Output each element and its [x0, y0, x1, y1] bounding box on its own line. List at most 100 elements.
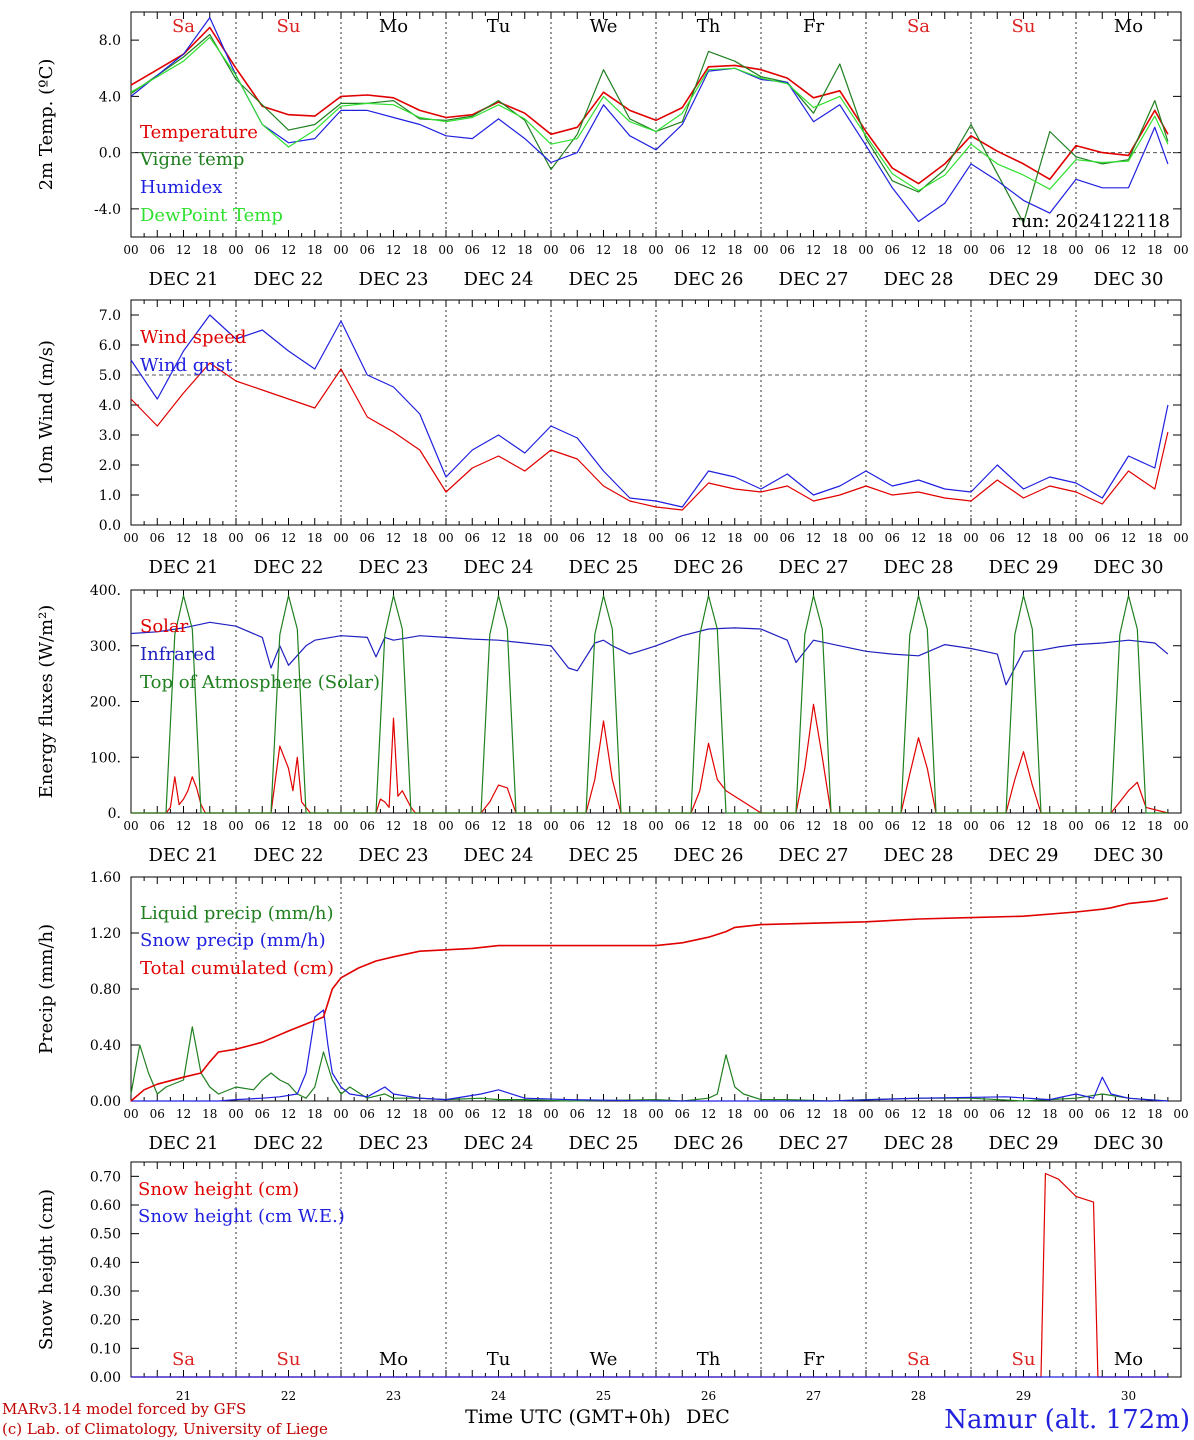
hour-label: 06: [1095, 531, 1110, 545]
day-name: Su: [277, 16, 301, 37]
hour-label: 00: [333, 1107, 348, 1121]
hour-label: 06: [885, 243, 900, 257]
hour-label: 00: [228, 531, 243, 545]
legend-entry: Wind gust: [140, 355, 233, 376]
panel-2: 7.0 6.0 5.0 4.0 3.0 2.0 1.0 0.0 10m Wind (m/s) Wi…: [36, 299, 1189, 578]
date-label: DEC 29: [989, 557, 1059, 578]
hour-label: 18: [1147, 1107, 1162, 1121]
date-label: DEC 25: [569, 1133, 639, 1154]
hour-label: 06: [360, 819, 375, 833]
y-tick-label: 0.10: [90, 1341, 121, 1357]
day-number: 26: [701, 1389, 716, 1403]
hour-label: 06: [780, 243, 795, 257]
hour-label: 18: [622, 1107, 637, 1121]
hour-label: 12: [176, 531, 191, 545]
y-tick-label: 1.0: [99, 488, 121, 504]
date-label: DEC 26: [674, 269, 744, 290]
x-axis-label: Time UTC (GMT+0h): [465, 1406, 671, 1428]
hour-label: 00: [438, 243, 453, 257]
y-tick-label: 300.: [90, 639, 121, 655]
hour-label: 06: [1095, 819, 1110, 833]
hour-label: 18: [202, 531, 217, 545]
panel-3: 400. 300. 200. 100. 0. Energy fluxes (W/m²) So…: [36, 583, 1189, 866]
date-label: DEC 24: [464, 557, 534, 578]
hour-label: 06: [465, 1107, 480, 1121]
date-label: DEC 26: [674, 557, 744, 578]
hour-label: 00: [1068, 243, 1083, 257]
hour-label: 18: [937, 819, 952, 833]
hour-label: 00: [438, 531, 453, 545]
day-number: 22: [281, 1389, 296, 1403]
hour-label: 00: [753, 243, 768, 257]
y-axis-label: Snow height (cm): [36, 1189, 57, 1350]
hour-label: 18: [517, 531, 532, 545]
date-label: DEC 30: [1094, 269, 1164, 290]
date-label: DEC 27: [779, 1133, 849, 1154]
legend-entry: Total cumulated (cm): [140, 958, 334, 979]
hour-label: 00: [963, 531, 978, 545]
hour-label: 12: [701, 531, 716, 545]
day-number: 30: [1121, 1389, 1136, 1403]
series-line-wind-gust: [130, 314, 1169, 508]
hour-label: 06: [360, 243, 375, 257]
day-name: Mo: [379, 1349, 408, 1370]
y-tick-label: 400.: [90, 583, 121, 599]
hour-label: 12: [596, 243, 611, 257]
hour-label: 06: [780, 531, 795, 545]
hour-label: 12: [1121, 819, 1136, 833]
hour-label: 18: [307, 819, 322, 833]
date-label: DEC 24: [464, 269, 534, 290]
hour-label: 00: [1173, 531, 1188, 545]
legend-entry: Vigne temp: [139, 149, 244, 170]
day-name: Sa: [172, 1349, 195, 1370]
hour-label: 18: [622, 243, 637, 257]
hour-label: 18: [412, 531, 427, 545]
series-line-total-cumulated-cm: [130, 897, 1169, 1102]
day-name: Fr: [803, 1349, 824, 1370]
date-label: DEC 27: [779, 845, 849, 866]
y-tick-label: 8.0: [99, 33, 121, 49]
legend-entry: Infrared: [140, 644, 215, 665]
hour-label: 12: [1121, 1107, 1136, 1121]
y-tick-label: 0.40: [90, 1255, 121, 1271]
hour-label: 12: [911, 819, 926, 833]
y-tick-label: 5.0: [99, 368, 121, 384]
hour-label: 12: [491, 531, 506, 545]
date-label: DEC 21: [149, 269, 219, 290]
date-label: DEC 21: [149, 845, 219, 866]
y-tick-label: 4.0: [99, 398, 121, 414]
hour-label: 00: [438, 819, 453, 833]
hour-label: 12: [386, 243, 401, 257]
y-tick-label: 0.60: [90, 1198, 121, 1214]
y-axis-label: Precip (mm/h): [36, 924, 57, 1054]
hour-label: 06: [255, 1107, 270, 1121]
hour-label: 00: [333, 243, 348, 257]
hour-label: 18: [307, 1107, 322, 1121]
hour-label: 00: [858, 819, 873, 833]
legend-entry: Snow precip (mm/h): [140, 930, 326, 951]
hour-label: 18: [937, 531, 952, 545]
copyright: (c) Lab. of Climatology, University of L…: [2, 1420, 328, 1438]
y-tick-label: 100.: [90, 750, 121, 766]
hour-label: 12: [1121, 243, 1136, 257]
date-label: DEC 26: [674, 1133, 744, 1154]
hour-label: 00: [858, 531, 873, 545]
hour-label: 06: [885, 819, 900, 833]
hour-label: 00: [123, 531, 138, 545]
hour-label: 12: [701, 819, 716, 833]
hour-label: 06: [1095, 243, 1110, 257]
hour-label: 12: [491, 1107, 506, 1121]
day-number: 24: [491, 1389, 507, 1403]
hour-label: 06: [570, 243, 585, 257]
series-line-dewpoint-temp: [130, 36, 1169, 192]
hour-label: 00: [123, 1107, 138, 1121]
date-label: DEC 24: [464, 1133, 534, 1154]
date-label: DEC 25: [569, 845, 639, 866]
day-name: Su: [1012, 1349, 1036, 1370]
hour-label: 18: [832, 243, 847, 257]
hour-label: 00: [1068, 531, 1083, 545]
hour-label: 06: [570, 819, 585, 833]
hour-label: 12: [701, 243, 716, 257]
hour-label: 00: [753, 819, 768, 833]
